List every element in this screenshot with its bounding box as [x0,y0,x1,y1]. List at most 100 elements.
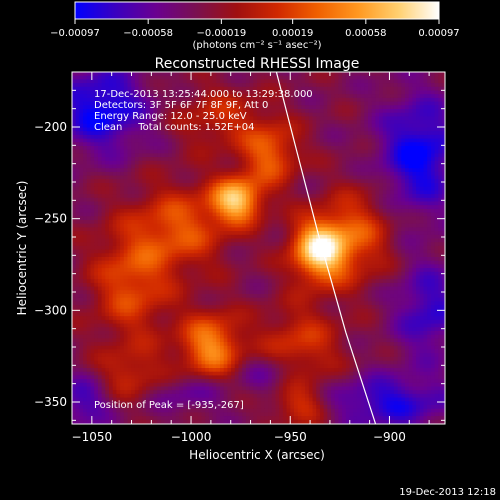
heatmap-cell [253,205,258,210]
heatmap-cell [282,205,287,210]
heatmap-cell [116,79,121,84]
heatmap-cell [201,212,206,217]
heatmap-cell [238,131,243,136]
heatmap-cell [319,242,324,247]
heatmap-cell [109,179,114,184]
heatmap-cell [238,116,243,121]
heatmap-cell [271,175,276,180]
heatmap-cell [264,231,269,236]
heatmap-cell [94,216,99,221]
heatmap-cell [360,153,365,158]
heatmap-cell [120,142,125,147]
heatmap-cell [216,249,221,254]
heatmap-cell [146,201,151,206]
heatmap-cell [301,223,306,228]
heatmap-cell [386,216,391,221]
heatmap-cell [175,109,180,114]
heatmap-cell [401,112,406,117]
heatmap-cell [360,157,365,162]
heatmap-cell [72,94,77,99]
heatmap-cell [183,168,188,173]
heatmap-cell [171,97,176,102]
heatmap-cell [379,153,384,158]
heatmap-cell [412,249,417,254]
heatmap-cell [194,153,199,158]
heatmap-cell [168,212,173,217]
heatmap-cell [323,146,328,151]
heatmap-cell [149,116,154,121]
heatmap-cell [316,83,321,88]
heatmap-cell [368,131,373,136]
heatmap-cell [353,72,358,77]
heatmap-cell [308,83,313,88]
heatmap-cell [245,231,250,236]
heatmap-cell [105,205,110,210]
heatmap-cell [153,205,158,210]
heatmap-cell [227,134,232,139]
heatmap-cell [120,149,125,154]
heatmap-cell [149,238,154,243]
heatmap-cell [134,205,139,210]
heatmap-cell [175,149,180,154]
heatmap-cell [220,220,225,225]
heatmap-cell [390,175,395,180]
heatmap-cell [279,183,284,188]
heatmap-cell [142,105,147,110]
heatmap-cell [353,201,358,206]
heatmap-cell [142,223,147,228]
heatmap-cell [305,216,310,221]
heatmap-cell [149,109,154,114]
heatmap-cell [308,153,313,158]
heatmap-cell [319,94,324,99]
heatmap-cell [416,138,421,143]
heatmap-cell [123,105,128,110]
heatmap-cell [419,86,424,91]
heatmap-cell [153,160,158,165]
heatmap-cell [164,171,169,176]
heatmap-cell [356,97,361,102]
heatmap-cell [242,223,247,228]
heatmap-cell [186,164,191,169]
heatmap-cell [109,201,114,206]
heatmap-cell [112,134,117,139]
heatmap-cell [275,212,280,217]
heatmap-cell [371,249,376,254]
heatmap-cell [157,208,162,213]
heatmap-cell [190,164,195,169]
heatmap-cell [368,220,373,225]
heatmap-cell [405,194,410,199]
heatmap-cell [442,231,445,236]
heatmap-cell [401,94,406,99]
heatmap-cell [183,223,188,228]
heatmap-cell [331,131,336,136]
heatmap-cell [83,208,88,213]
heatmap-cell [408,79,413,84]
heatmap-cell [234,216,239,221]
heatmap-cell [297,127,302,132]
heatmap-cell [405,142,410,147]
heatmap-cell [427,223,432,228]
heatmap-cell [216,83,221,88]
heatmap-cell [223,94,228,99]
heatmap-cell [368,90,373,95]
heatmap-cell [364,112,369,117]
heatmap-cell [264,75,269,80]
heatmap-cell [171,194,176,199]
heatmap-cell [120,146,125,151]
heatmap-cell [183,116,188,121]
heatmap-cell [382,138,387,143]
heatmap-cell [249,179,254,184]
heatmap-cell [442,205,445,210]
heatmap-cell [353,216,358,221]
heatmap-cell [94,212,99,217]
heatmap-cell [168,249,173,254]
heatmap-cell [375,197,380,202]
heatmap-cell [401,120,406,125]
heatmap-cell [264,168,269,173]
heatmap-cell [223,79,228,84]
heatmap-cell [168,168,173,173]
heatmap-cell [83,201,88,206]
heatmap-cell [393,205,398,210]
heatmap-cell [79,227,84,232]
heatmap-cell [190,75,195,80]
